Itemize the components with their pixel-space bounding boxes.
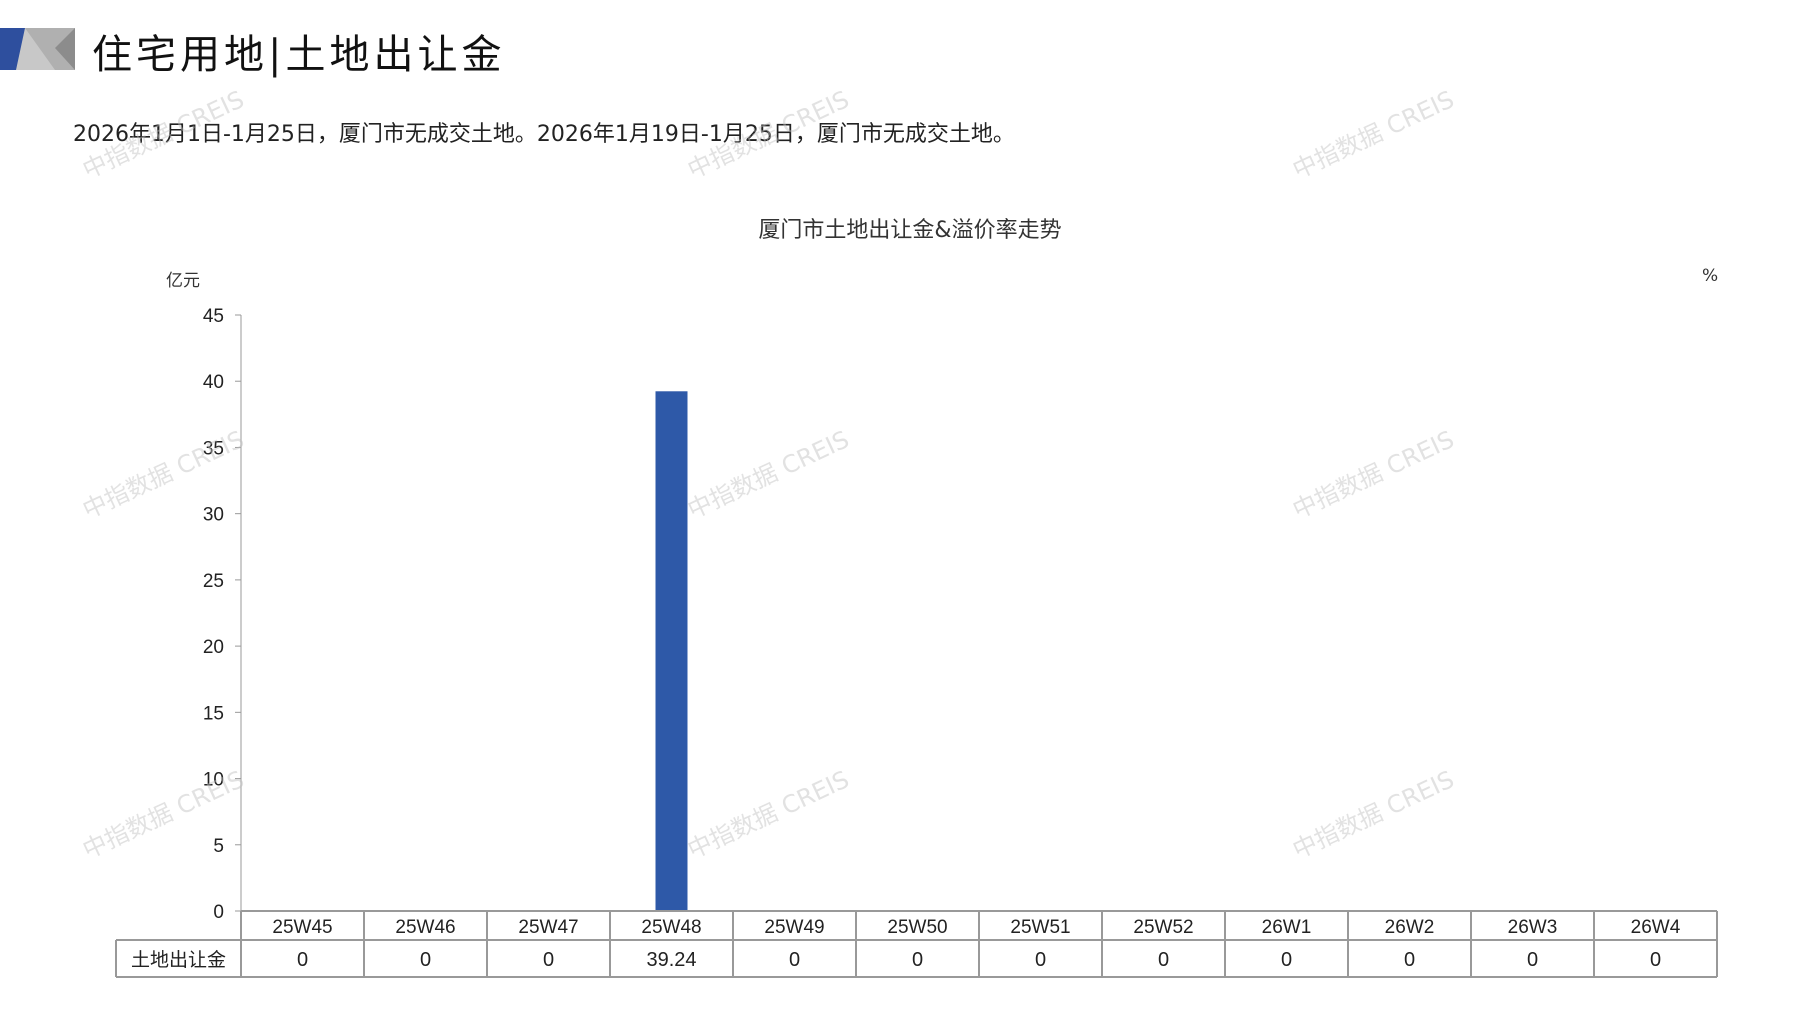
x-tick-label: 25W52 <box>1133 917 1193 938</box>
data-label: 0 <box>1404 949 1415 971</box>
x-tick-label: 26W1 <box>1262 917 1312 938</box>
summary-text: 2026年1月1日-1月25日，厦门市无成交土地。2026年1月19日-1月25… <box>73 122 1015 147</box>
data-label: 0 <box>1527 949 1538 971</box>
x-tick-label: 25W48 <box>641 917 701 938</box>
x-tick-label: 25W45 <box>272 917 332 938</box>
x-tick-label: 25W47 <box>518 917 578 938</box>
x-tick-label: 26W2 <box>1385 917 1435 938</box>
data-label: 0 <box>1650 949 1661 971</box>
data-label: 0 <box>420 949 431 971</box>
y-tick-label: 45 <box>203 306 224 327</box>
data-label: 0 <box>1281 949 1292 971</box>
y-tick-label: 20 <box>203 637 224 658</box>
y-tick-label: 10 <box>203 770 224 791</box>
y-tick-label: 40 <box>203 372 224 393</box>
header-logo-shape <box>0 28 75 70</box>
y-tick-label: 5 <box>213 836 224 857</box>
y-tick-label: 30 <box>203 505 224 526</box>
x-tick-label: 25W50 <box>887 917 947 938</box>
y-tick-label: 15 <box>203 703 224 724</box>
y-tick-label: 35 <box>203 438 224 459</box>
x-tick-label: 26W4 <box>1631 917 1681 938</box>
data-label: 0 <box>912 949 923 971</box>
x-tick-label: 25W51 <box>1010 917 1070 938</box>
y-tick-label: 25 <box>203 571 224 592</box>
data-label: 0 <box>1035 949 1046 971</box>
x-tick-label: 25W46 <box>395 917 455 938</box>
y-tick-label: 0 <box>213 902 224 923</box>
data-label: 39.24 <box>646 949 696 971</box>
y-axis-unit: 亿元 <box>166 271 200 291</box>
chart-title: 厦门市土地出让金&溢价率走势 <box>758 218 1062 243</box>
y2-axis-unit: % <box>1702 266 1719 286</box>
data-label: 0 <box>789 949 800 971</box>
data-label: 0 <box>1158 949 1169 971</box>
legend-series-name: 土地出让金 <box>131 949 226 971</box>
x-tick-label: 25W49 <box>764 917 824 938</box>
data-label: 0 <box>297 949 308 971</box>
x-tick-label: 26W3 <box>1508 917 1558 938</box>
data-label: 0 <box>543 949 554 971</box>
page-title: 住宅用地|土地出让金 <box>92 32 506 78</box>
bar-25W48 <box>655 391 688 912</box>
